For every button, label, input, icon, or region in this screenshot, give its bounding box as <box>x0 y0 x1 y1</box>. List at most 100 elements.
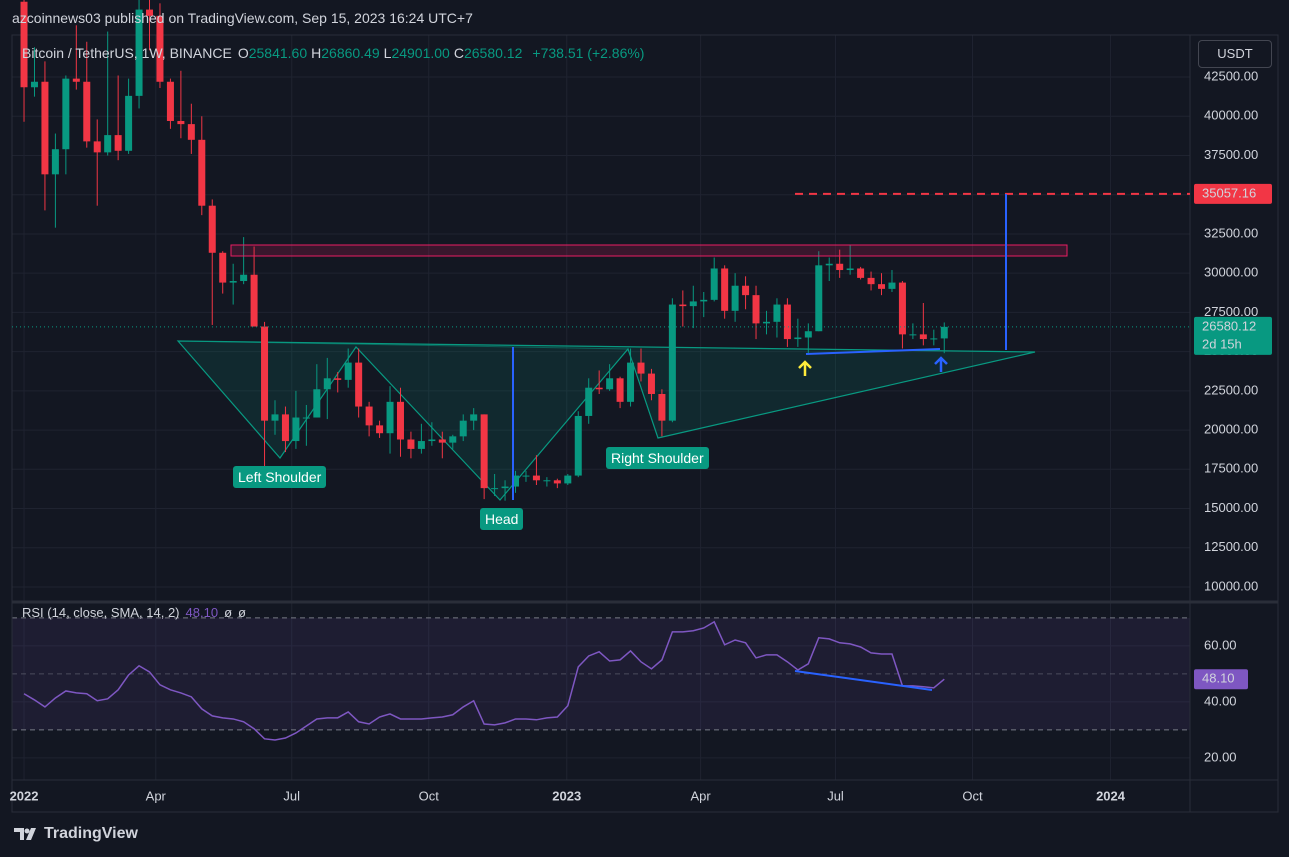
candle-body <box>261 326 269 421</box>
candle-body <box>30 81 38 88</box>
candle-body <box>250 274 258 327</box>
annotation: Right Shoulder <box>606 447 709 469</box>
candle-body <box>543 480 551 482</box>
candle-body <box>20 1 28 88</box>
candle-body <box>438 439 446 443</box>
rsi-divergence-line <box>794 670 933 691</box>
change: +738.51 (+2.86%) <box>532 45 645 61</box>
ohlc-value: 26580.12 <box>463 45 523 61</box>
candle-body <box>909 334 917 336</box>
candle-body <box>396 401 404 440</box>
candle-body <box>135 9 143 96</box>
legend: Bitcoin / TetherUS, 1W, BINANCE O 25841.6… <box>22 45 648 61</box>
resistance-zone <box>230 244 1068 257</box>
candle-body <box>491 488 499 490</box>
candle-body <box>83 81 91 142</box>
candle-body <box>553 480 561 484</box>
candle-body <box>459 420 467 437</box>
candle-body <box>480 414 488 489</box>
ohlc-value: 26860.49 <box>321 45 380 61</box>
candle-body <box>564 475 572 484</box>
candle-body <box>867 277 875 285</box>
candle-body <box>940 326 948 339</box>
x-tick-label: 2023 <box>552 788 581 803</box>
last-price-label: 26580.12 <box>1202 318 1256 333</box>
candle-body <box>773 304 781 322</box>
x-tick-label: Jul <box>827 788 844 803</box>
support-line <box>805 348 941 355</box>
y-tick-label: 20000.00 <box>1204 422 1258 437</box>
candle-body <box>323 378 331 390</box>
candle-body <box>762 321 770 324</box>
logo-icon <box>14 828 36 840</box>
x-tick-label: Jul <box>283 788 300 803</box>
y-tick-label: 42500.00 <box>1204 68 1258 83</box>
candle-body <box>72 78 80 82</box>
rsi-line <box>23 620 945 741</box>
neckline <box>177 340 629 350</box>
candle-body <box>166 81 174 121</box>
last-price-box <box>1194 316 1272 355</box>
candle-body <box>804 331 812 338</box>
brand: TradingView <box>44 825 138 842</box>
candle-body <box>752 295 760 324</box>
y-tick-label: 40.00 <box>1204 693 1237 708</box>
candle-body <box>240 274 248 282</box>
rsi-extra: ø <box>238 605 246 620</box>
grid <box>12 35 1190 780</box>
candle-body <box>198 139 206 206</box>
ohlc-value: 24901.00 <box>391 45 450 61</box>
candle-body <box>846 268 854 271</box>
candle-body <box>292 417 300 442</box>
candle-body <box>302 417 310 419</box>
currency-button[interactable]: USDT <box>1198 40 1272 68</box>
candle-body <box>355 362 363 407</box>
candle-body <box>104 135 112 153</box>
candle-body <box>888 282 896 289</box>
ohlc-key: H <box>311 45 322 61</box>
candle-body <box>522 475 530 477</box>
rsi-value: 48.10 <box>185 605 219 620</box>
x-tick-label: 2022 <box>10 788 39 803</box>
candle-body <box>41 81 49 175</box>
candle-body <box>679 304 687 307</box>
x-tick-label: Oct <box>962 788 983 803</box>
x-tick-label: Oct <box>419 788 440 803</box>
ohlc-value: 25841.60 <box>248 45 308 61</box>
candle-body <box>815 265 823 332</box>
candle-body <box>637 362 645 374</box>
candle-body <box>208 205 216 253</box>
candle-body <box>668 304 676 421</box>
candle-body <box>271 414 279 421</box>
candle-body <box>417 441 425 449</box>
x-tick-label: Apr <box>146 788 167 803</box>
candle-body <box>731 285 739 311</box>
candle-body <box>857 268 865 278</box>
candle-body <box>658 393 666 421</box>
candle-body <box>187 124 195 140</box>
candle-body <box>51 149 59 175</box>
candle-body <box>501 486 509 489</box>
y-tick-label: 17500.00 <box>1204 461 1258 476</box>
candle-body <box>62 78 70 150</box>
candle-body <box>449 436 457 443</box>
yellow-arrow <box>798 360 812 376</box>
annotation: Left Shoulder <box>233 466 327 488</box>
candle-body <box>512 475 520 487</box>
candle-body <box>919 334 927 340</box>
labels: 10000.00 12500.00 15000.00 17500.00 20000.00… <box>10 68 1272 803</box>
candle-body <box>700 299 708 302</box>
candle-body <box>281 414 289 442</box>
ohlc-key: O <box>237 45 249 61</box>
x-tick-label: 2024 <box>1096 788 1126 803</box>
ohlc-key: L <box>383 45 392 61</box>
countdown: 2d 15h <box>1202 336 1242 351</box>
y-tick-label: 20.00 <box>1204 749 1237 764</box>
logo: TradingView <box>14 825 138 843</box>
candle-body <box>721 268 729 311</box>
rsi-value-label: 48.10 <box>1202 671 1235 686</box>
candle-body <box>93 141 101 153</box>
y-tick-label: 40000.00 <box>1204 108 1258 123</box>
